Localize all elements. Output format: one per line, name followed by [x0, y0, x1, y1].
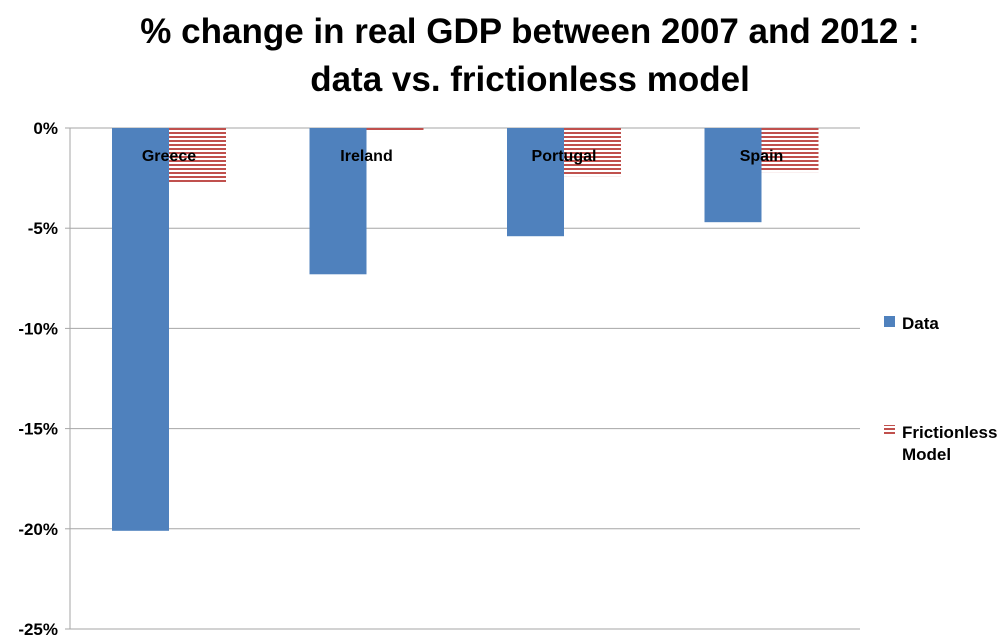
chart-title-line-1: % change in real GDP between 2007 and 20…	[140, 12, 920, 51]
legend-label-model: Model	[902, 445, 951, 464]
y-axis: 0% -5% -10% -15% -20% -25%	[18, 119, 71, 636]
category-label: Ireland	[340, 148, 392, 165]
category-label: Spain	[740, 148, 784, 165]
category-labels: Greece Ireland Portugal Spain	[142, 148, 783, 165]
legend-swatch-model	[884, 425, 895, 436]
y-tick-label: -5%	[28, 219, 58, 238]
bar-data-portugal	[507, 128, 564, 237]
category-label: Greece	[142, 148, 196, 165]
legend-label-data: Data	[902, 314, 939, 333]
legend-label-model: Frictionless	[902, 423, 997, 442]
y-tick-label: -15%	[18, 420, 58, 439]
bar-data-greece	[112, 128, 169, 531]
y-tick-label: -25%	[18, 620, 58, 636]
chart-title: % change in real GDP between 2007 and 20…	[0, 8, 1000, 104]
bar-model-spain	[761, 128, 819, 173]
y-tick-label: 0%	[33, 119, 58, 138]
bar-model-ireland	[366, 128, 424, 133]
bar-data-spain	[704, 128, 762, 223]
legend: Data Frictionless Model	[884, 314, 997, 464]
bar-data-ireland	[309, 128, 367, 275]
bar-model-portugal	[564, 128, 621, 177]
y-tick-label: -20%	[18, 520, 58, 539]
bars	[112, 128, 819, 531]
y-tick-label: -10%	[18, 319, 58, 338]
chart-title-line-2: data vs. frictionless model	[310, 60, 750, 99]
bar-model-greece	[169, 128, 226, 183]
category-label: Portugal	[532, 148, 597, 165]
legend-swatch-data	[884, 316, 895, 327]
